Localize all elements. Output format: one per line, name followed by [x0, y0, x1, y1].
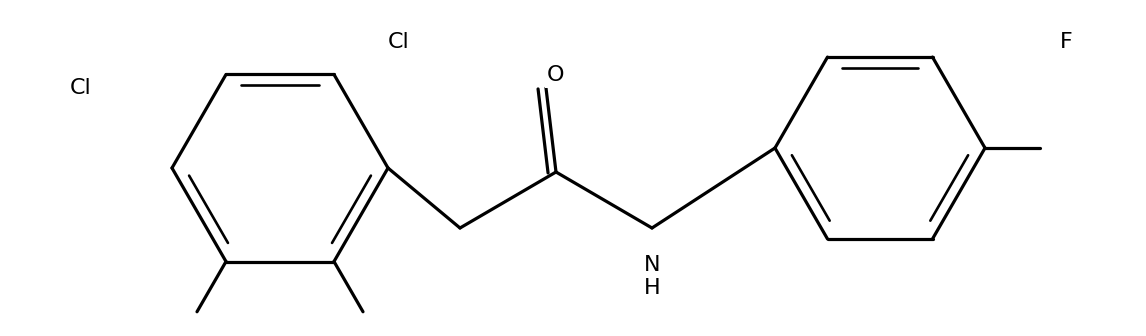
Text: H: H — [644, 278, 660, 298]
Text: F: F — [1060, 32, 1073, 52]
Text: Cl: Cl — [70, 78, 92, 98]
Text: N: N — [644, 255, 660, 275]
Text: O: O — [548, 65, 565, 85]
Text: Cl: Cl — [388, 32, 410, 52]
